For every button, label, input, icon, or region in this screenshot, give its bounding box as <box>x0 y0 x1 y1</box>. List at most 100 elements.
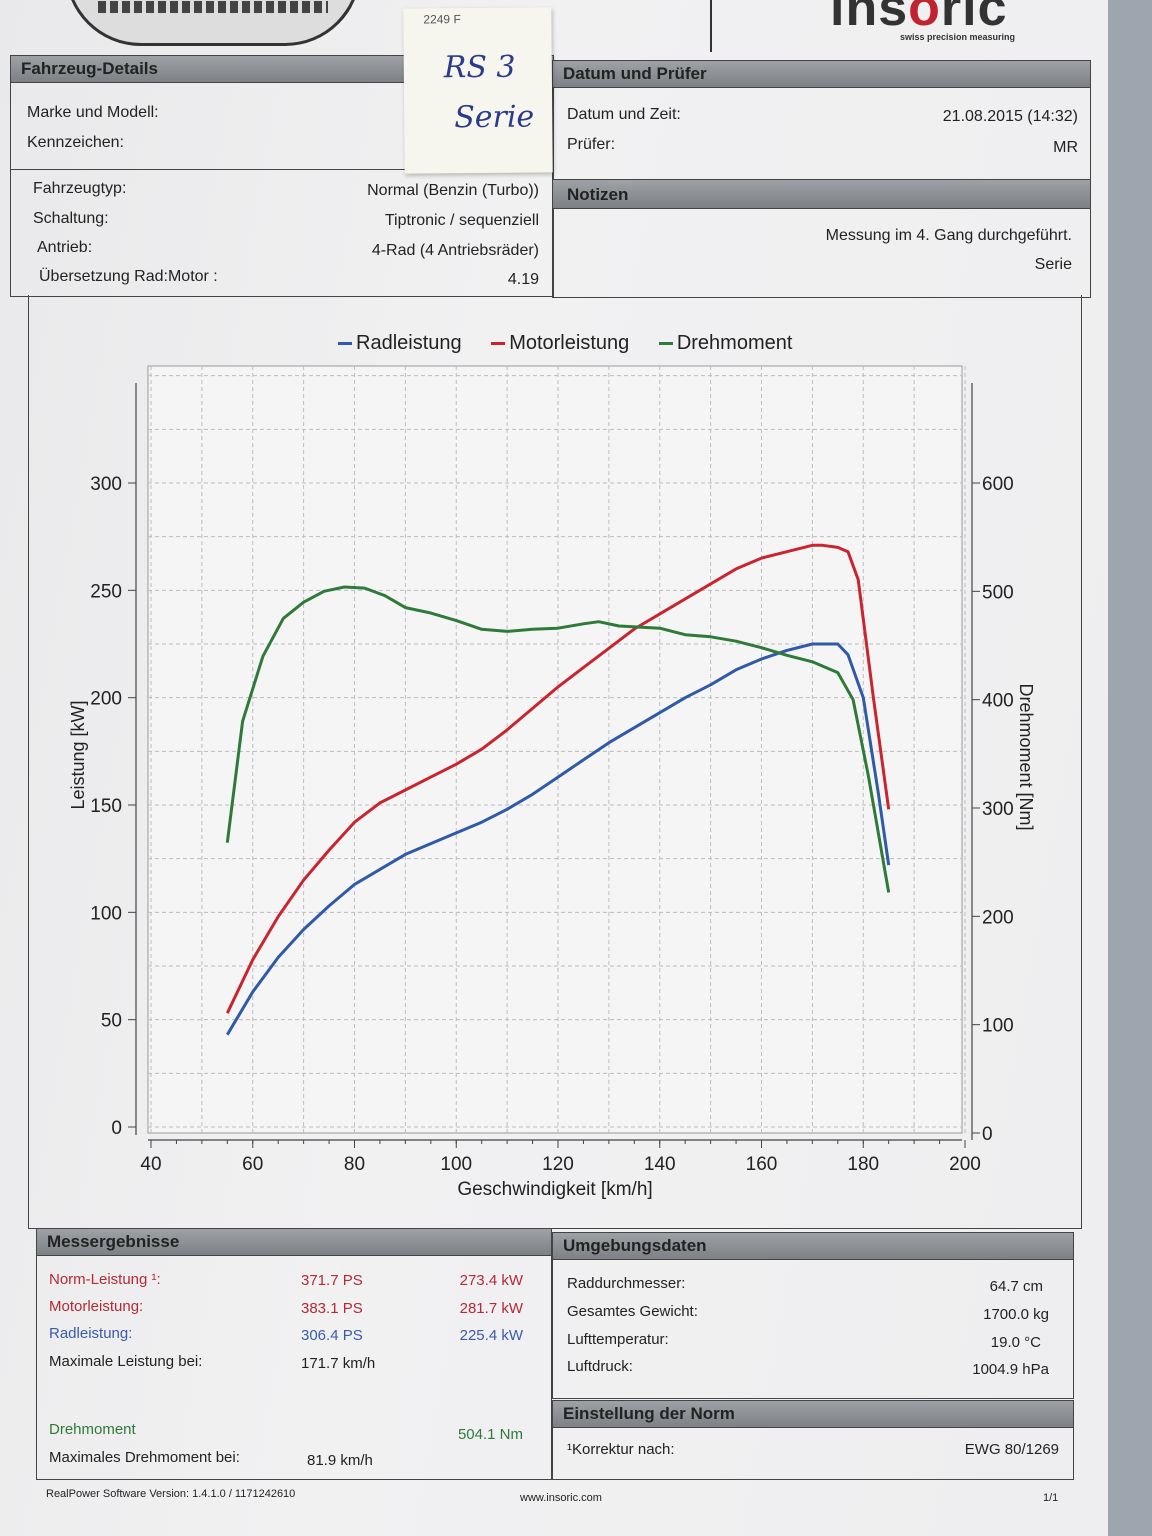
make-label: Marke und Modell: <box>27 104 159 121</box>
max-power-label: Maximale Leistung bei: <box>49 1353 203 1370</box>
website: www.insoric.com <box>520 1492 602 1504</box>
correction-label: ¹Korrektur nach: <box>567 1441 675 1458</box>
series-line-drehmoment <box>225 585 891 893</box>
torque-value: 504.1 Nm <box>457 1426 523 1443</box>
max-torque-label: Maximales Drehmoment bei: <box>49 1449 240 1466</box>
pressure-label: Luftdruck: <box>567 1358 633 1375</box>
pressure-value: 1004.9 hPa <box>972 1361 1049 1378</box>
legend-radleistung: Radleistung <box>338 332 474 354</box>
wheel-power-label: Radleistung: <box>49 1325 133 1342</box>
x-tick-label: 120 <box>542 1154 574 1175</box>
motor-power-kw: 281.7 kW <box>459 1300 523 1317</box>
norm-panel: Einstellung der Norm ¹Korrektur nach: EW… <box>552 1400 1074 1480</box>
y2-tick-label: 600 <box>982 474 1014 495</box>
wheel-diameter-value: 64.7 cm <box>989 1278 1043 1295</box>
datetime-label: Datum und Zeit: <box>567 106 681 123</box>
weight-label: Gesamtes Gewicht: <box>567 1303 698 1320</box>
brand-o: o <box>908 0 941 37</box>
y-tick-label: 50 <box>101 1011 122 1032</box>
y2-tick-label: 200 <box>982 907 1014 928</box>
norm-power-label: Norm-Leistung ¹: <box>49 1271 161 1288</box>
tester-label: Prüfer: <box>567 136 616 153</box>
gear-value: Tiptronic / sequenziell <box>384 212 539 229</box>
brand-prefix: ins <box>830 0 909 37</box>
torque-label: Drehmoment <box>49 1421 136 1438</box>
y-tick-label: 100 <box>90 903 122 924</box>
y-tick-label: 150 <box>90 796 122 817</box>
x-tick-label: 180 <box>847 1154 879 1175</box>
x-tick-label: 80 <box>344 1154 365 1175</box>
vehicle-details-panel: Fahrzeug-Details Marke und Modell: Kennz… <box>10 55 554 297</box>
motor-power-label: Motorleistung: <box>49 1298 144 1315</box>
brand-logo: insoric swiss precision measuring <box>790 0 1090 52</box>
brand-subtitle: swiss precision measuring <box>900 32 1016 42</box>
legend-drehmoment-label: Drehmoment <box>676 332 793 354</box>
norm-power-ps: 371.7 PS <box>301 1272 363 1289</box>
plate-label: Kennzeichen: <box>27 134 124 151</box>
y2-axis-label: Drehmoment [Nm] <box>1016 683 1036 830</box>
max-power-value: 171.7 km/h <box>301 1355 376 1372</box>
y2-tick-label: 100 <box>982 1016 1014 1037</box>
air-temp-label: Lufttemperatur: <box>567 1331 669 1348</box>
legend-drehmoment: Drehmoment <box>658 332 805 354</box>
motor-power-ps: 383.1 PS <box>301 1300 363 1317</box>
header-divider <box>710 0 712 52</box>
legend-motorleistung-label: Motorleistung <box>509 332 630 354</box>
y-tick-label: 300 <box>90 474 122 495</box>
series-line-radleistung <box>226 642 891 1036</box>
x-tick-label: 60 <box>242 1154 263 1175</box>
air-temp-value: 19.0 °C <box>990 1334 1041 1351</box>
wheel-diameter-label: Raddurchmesser: <box>567 1275 686 1292</box>
y2-tick-label: 300 <box>982 799 1014 820</box>
x-tick-label: 40 <box>140 1154 161 1175</box>
type-label: Fahrzeugtyp: <box>33 180 127 197</box>
brand-suffix: ric <box>940 0 1008 37</box>
environment-title: Umgebungsdaten <box>553 1233 1073 1260</box>
wheel-power-ps: 306.4 PS <box>301 1327 363 1344</box>
ratio-value: 4.19 <box>507 271 539 288</box>
date-tester-title: Datum und Prüfer <box>553 61 1090 88</box>
chart-panel <box>28 295 1082 1229</box>
x-tick-label: 200 <box>949 1154 981 1175</box>
y-tick-label: 200 <box>90 689 122 710</box>
norm-title: Einstellung der Norm <box>553 1401 1073 1428</box>
notes-line2: Serie <box>1034 256 1072 273</box>
notes-title: Notizen <box>567 185 629 204</box>
x-axis-label: Geschwindigkeit [km/h] <box>457 1179 652 1200</box>
club-logo <box>65 0 361 46</box>
y-axis-label: Leistung [kW] <box>68 700 88 809</box>
norm-power-kw: 273.4 kW <box>459 1272 523 1289</box>
x-tick-label: 160 <box>746 1154 778 1175</box>
wheel-power-kw: 225.4 kW <box>459 1327 523 1344</box>
drive-value: 4-Rad (4 Antriebsräder) <box>371 242 539 259</box>
gear-label: Schaltung: <box>33 210 109 227</box>
date-tester-panel: Datum und Prüfer Datum und Zeit: 21.08.2… <box>552 60 1091 298</box>
datetime-value: 21.08.2015 (14:32) <box>942 108 1078 125</box>
header: insoric swiss precision measuring <box>10 0 1095 52</box>
type-value: Normal (Benzin (Turbo)) <box>367 182 539 199</box>
y-tick-label: 250 <box>90 581 122 602</box>
page-number: 1/1 <box>1043 1492 1059 1504</box>
tester-value: MR <box>1053 139 1078 156</box>
ratio-label: Übersetzung Rad:Motor : <box>39 268 218 285</box>
software-version: RealPower Software Version: 1.4.1.0 / 11… <box>46 1488 296 1500</box>
plot-area <box>147 365 963 1134</box>
series-line-motorleistung <box>225 543 891 1014</box>
legend-radleistung-label: Radleistung <box>356 332 462 354</box>
legend-motorleistung: Motorleistung <box>491 332 641 354</box>
x-tick-label: 100 <box>440 1154 472 1175</box>
x-tick-label: 140 <box>644 1154 676 1175</box>
chart-legend: Radleistung Motorleistung Drehmoment <box>338 332 816 355</box>
dyno-report-sheet: insoric swiss precision measuring Fahrze… <box>0 0 1108 1536</box>
y2-tick-label: 0 <box>982 1124 993 1145</box>
y-tick-label: 0 <box>111 1118 122 1139</box>
environment-panel: Umgebungsdaten Raddurchmesser: 64.7 cm G… <box>552 1232 1074 1399</box>
weight-value: 1700.0 kg <box>983 1306 1049 1323</box>
correction-value: EWG 80/1269 <box>964 1441 1059 1458</box>
y2-tick-label: 400 <box>982 691 1014 712</box>
dyno-chart: 0 50 100 150 200 250 300 0 100 200 300 400 500 600 40 6… <box>68 365 1036 1200</box>
notes-line1: Messung im 4. Gang durchgeführt. <box>825 227 1072 244</box>
y2-tick-label: 500 <box>982 582 1014 603</box>
results-panel: Messergebnisse Norm-Leistung ¹: 371.7 PS… <box>36 1228 552 1480</box>
results-title: Messergebnisse <box>37 1229 551 1256</box>
